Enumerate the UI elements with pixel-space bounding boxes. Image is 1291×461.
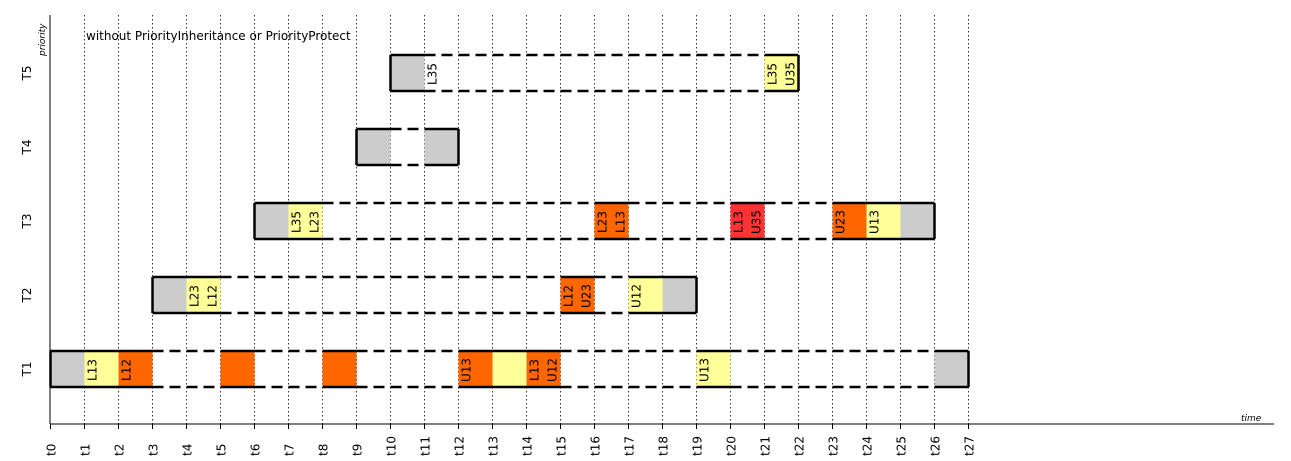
T2-segment-2 <box>560 277 595 313</box>
tick-label-t0: t0 <box>45 444 59 456</box>
T1-segment-5 <box>458 351 493 387</box>
T2-label-L12: L12 <box>562 285 576 307</box>
T3-label-L13: L13 <box>732 211 746 233</box>
T3-label-U23: U23 <box>834 210 848 234</box>
T5-label-U35: U35 <box>784 62 798 86</box>
T5-label-L35: L35 <box>426 63 440 85</box>
T2-segment-3 <box>628 277 663 313</box>
T4-segment-1 <box>424 129 459 165</box>
tick-label-t23: t23 <box>827 436 841 456</box>
tick-label-t16: t16 <box>589 436 603 456</box>
T1-segment-4 <box>322 351 357 387</box>
T1-label-U13: U13 <box>460 358 474 382</box>
tick-label-t9: t9 <box>351 444 365 456</box>
T1-segment-2 <box>118 351 153 387</box>
tick-label-t11: t11 <box>419 436 433 456</box>
chart-title: without PriorityInheritance or PriorityP… <box>86 29 351 43</box>
tick-label-t21: t21 <box>759 436 773 456</box>
T3-label-L23: L23 <box>596 211 610 233</box>
tick-label-t6: t6 <box>249 444 263 456</box>
T2-segment-1 <box>186 277 221 313</box>
T1-segment-1 <box>84 351 119 387</box>
tick-label-t26: t26 <box>929 436 943 456</box>
task-name-T4: T4 <box>20 140 34 156</box>
task-row-T4 <box>355 127 460 167</box>
T3-segment-5 <box>866 203 901 239</box>
T3-label-L23: L23 <box>308 211 322 233</box>
time-tick-labels: t0 t1 t2 t3 t4 t5 t6 t7 t8 t9 t10 t11 t12 t13 t14 t15 t1… <box>45 424 977 456</box>
tick-label-t14: t14 <box>521 436 535 456</box>
tick-label-t17: t17 <box>623 436 637 456</box>
task-name-T5: T5 <box>20 66 34 82</box>
T2-segment-4 <box>662 277 697 313</box>
task-name-T2: T2 <box>20 288 34 304</box>
tick-label-t19: t19 <box>691 436 705 456</box>
tick-label-t10: t10 <box>385 436 399 456</box>
T3-segment-2 <box>594 203 629 239</box>
task-row-T2: L23 L12 L12 U23 U12 <box>151 275 698 315</box>
T1-label-U12: U12 <box>546 358 560 382</box>
task-name-T3: T3 <box>20 214 34 230</box>
tick-label-t25: t25 <box>895 436 909 456</box>
T2-label-L12: L12 <box>206 285 220 307</box>
T3-label-L13: L13 <box>614 211 628 233</box>
y-axis-title: priority <box>38 23 48 57</box>
T1-label-U13: U13 <box>698 358 712 382</box>
task-row-T5: L35 L35 U35 <box>389 53 800 93</box>
tick-label-t18: t18 <box>657 436 671 456</box>
T2-label-L23: L23 <box>188 285 202 307</box>
tick-label-t15: t15 <box>555 436 569 456</box>
x-axis-title: time <box>1241 414 1262 424</box>
T5-segment-1 <box>764 55 799 91</box>
T4-segment-0 <box>356 129 391 165</box>
tick-label-t20: t20 <box>725 436 739 456</box>
tick-label-t22: t22 <box>793 436 807 456</box>
T1-segment-6 <box>492 351 527 387</box>
T2-label-U23: U23 <box>580 284 594 308</box>
tick-label-t7: t7 <box>283 444 297 456</box>
T1-label-L13: L13 <box>86 359 100 381</box>
tick-label-t3: t3 <box>147 444 161 456</box>
T3-segment-4 <box>832 203 867 239</box>
tick-label-t5: t5 <box>215 444 229 456</box>
task-row-T3: L35 L23 L23 L13 L13 U35 U23 U13 <box>253 201 936 241</box>
T1-segment-8 <box>696 351 731 387</box>
tick-label-t24: t24 <box>861 436 875 456</box>
T1-segment-0 <box>50 351 85 387</box>
T2-segment-0 <box>152 277 187 313</box>
T1-label-L13: L13 <box>528 359 542 381</box>
T1-segment-3 <box>220 351 255 387</box>
T5-segment-0 <box>390 55 425 91</box>
T5-label-L35: L35 <box>766 63 780 85</box>
tick-label-t4: t4 <box>181 444 195 456</box>
T3-label-U35: U35 <box>750 210 764 234</box>
T3-segment-1 <box>288 203 323 239</box>
T1-segment-9 <box>934 351 969 387</box>
tick-label-t27: t27 <box>963 436 977 456</box>
T3-segment-6 <box>900 203 935 239</box>
T3-label-L35: L35 <box>290 211 304 233</box>
T3-segment-0 <box>254 203 289 239</box>
task-row-T1: L13 L12 U13 L13 U12 U13 <box>49 349 970 389</box>
tick-label-t12: t12 <box>453 436 467 456</box>
tick-label-t1: t1 <box>79 444 93 456</box>
tick-label-t2: t2 <box>113 444 127 456</box>
tick-label-t13: t13 <box>487 436 501 456</box>
T1-label-L12: L12 <box>120 359 134 381</box>
T3-label-U13: U13 <box>868 210 882 234</box>
task-labels: T1 T2 T3 T4 T5 <box>20 66 34 378</box>
tick-label-t8: t8 <box>317 444 331 456</box>
T2-label-U12: U12 <box>630 284 644 308</box>
T3-segment-3 <box>730 203 765 239</box>
T1-segment-7 <box>526 351 561 387</box>
task-name-T1: T1 <box>20 362 34 378</box>
